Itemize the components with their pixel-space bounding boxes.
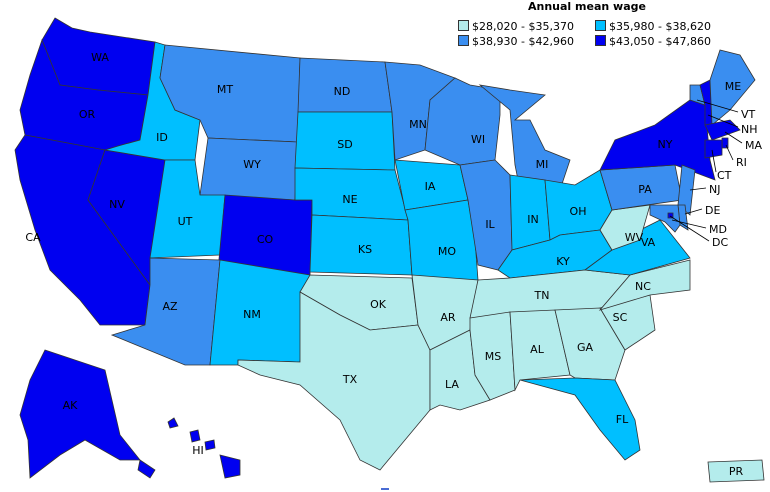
state-label-ct: CT	[717, 169, 732, 182]
state-label-ak: AK	[63, 399, 79, 412]
state-label-nh: NH	[741, 123, 758, 136]
state-label-co: CO	[257, 233, 274, 246]
legend-item-bin-4: $43,050 - $47,860	[595, 35, 711, 48]
state-label-ms: MS	[485, 350, 501, 363]
state-label-mt: MT	[217, 83, 233, 96]
state-label-sd: SD	[337, 138, 352, 151]
state-label-tx: TX	[342, 373, 358, 386]
state-label-tn: TN	[534, 289, 550, 302]
leader-line-nj	[689, 187, 707, 191]
state-mi[interactable]	[478, 84, 571, 191]
state-label-nc: NC	[635, 280, 651, 293]
leader-line-vt	[696, 99, 739, 113]
legend-label: $43,050 - $47,860	[609, 35, 711, 48]
state-label-md: MD	[709, 223, 727, 236]
state-label-vt: VT	[741, 108, 756, 121]
leader-lines	[669, 99, 743, 242]
state-label-ne: NE	[342, 193, 357, 206]
state-label-hi: HI	[192, 444, 204, 457]
legend-label: $38,930 - $42,960	[472, 35, 574, 48]
legend-swatch	[595, 35, 606, 46]
legend-title: Annual mean wage	[528, 0, 646, 13]
leader-line-ma	[724, 131, 743, 144]
state-label-nj: NJ	[709, 183, 720, 196]
legend-item-bin-3: $38,930 - $42,960	[458, 35, 574, 48]
state-label-pr: PR	[729, 465, 744, 478]
state-label-wa: WA	[91, 51, 109, 64]
state-nc[interactable]	[598, 259, 691, 311]
state-label-mn: MN	[409, 118, 427, 131]
state-wi[interactable]	[424, 77, 501, 166]
legend-item-bin-2: $35,980 - $38,620	[595, 20, 711, 33]
leader-line-dc	[669, 215, 710, 242]
state-ak[interactable]	[19, 349, 141, 479]
state-mo[interactable]	[404, 199, 479, 286]
state-label-ga: GA	[577, 341, 594, 354]
state-label-dc: DC	[712, 236, 728, 249]
state-fl[interactable]	[519, 377, 641, 461]
state-hi[interactable]	[204, 439, 216, 451]
state-label-az: AZ	[162, 300, 178, 313]
state-label-ny: NY	[658, 138, 673, 151]
state-label-ar: AR	[440, 311, 456, 324]
state-label-in: IN	[527, 213, 538, 226]
state-hi[interactable]	[189, 429, 201, 443]
state-hi[interactable]	[167, 417, 179, 429]
state-tx[interactable]	[237, 291, 431, 471]
state-al[interactable]	[509, 309, 571, 392]
leader-line-ct	[711, 149, 717, 173]
state-label-ia: IA	[425, 180, 436, 193]
states-layer	[14, 17, 765, 483]
state-label-ca: CA	[25, 231, 41, 244]
footnote-marker	[381, 488, 389, 490]
state-label-va: VA	[641, 236, 656, 249]
state-nj[interactable]	[677, 164, 696, 216]
state-ma[interactable]	[704, 119, 741, 141]
legend-swatch	[595, 20, 606, 31]
state-label-id: ID	[156, 131, 168, 144]
state-label-nv: NV	[109, 198, 125, 211]
state-label-nm: NM	[243, 308, 261, 321]
state-label-ut: UT	[178, 215, 193, 228]
leader-line-de	[684, 208, 703, 215]
state-label-ky: KY	[556, 255, 570, 268]
state-label-ks: KS	[358, 243, 372, 256]
legend-label: $28,020 - $35,370	[472, 20, 574, 33]
legend-swatch	[458, 35, 469, 46]
state-label-sc: SC	[613, 311, 628, 324]
leader-line-ri	[725, 144, 734, 161]
state-label-ma: MA	[745, 139, 762, 152]
legend-label: $35,980 - $38,620	[609, 20, 711, 33]
leader-line-nh	[707, 114, 739, 128]
state-ct[interactable]	[704, 139, 723, 159]
state-label-nd: ND	[334, 85, 351, 98]
state-label-de: DE	[705, 204, 720, 217]
state-label-mo: MO	[438, 245, 456, 258]
state-label-fl: FL	[616, 413, 629, 426]
legend-item-bin-1: $28,020 - $35,370	[458, 20, 574, 33]
state-hi[interactable]	[219, 454, 241, 479]
state-label-or: OR	[79, 108, 96, 121]
state-label-wv: WV	[625, 231, 644, 244]
state-label-al: AL	[530, 343, 545, 356]
state-md[interactable]	[649, 204, 681, 233]
state-label-il: IL	[485, 218, 495, 231]
state-label-wy: WY	[243, 158, 261, 171]
state-label-ri: RI	[736, 156, 747, 169]
legend-swatch	[458, 20, 469, 31]
state-label-la: LA	[445, 378, 459, 391]
state-label-pa: PA	[638, 183, 652, 196]
state-label-oh: OH	[570, 205, 587, 218]
state-label-mi: MI	[536, 158, 549, 171]
state-label-me: ME	[725, 80, 741, 93]
state-labels: WA OR CA NV ID MT WY UT CO AZ NM ND SD NE KS OK TX MN IA MO…	[25, 51, 762, 478]
state-ak[interactable]	[137, 459, 156, 479]
state-label-wi: WI	[471, 133, 485, 146]
state-label-ok: OK	[370, 298, 387, 311]
state-wv[interactable]	[599, 204, 651, 251]
state-pr[interactable]	[707, 459, 765, 483]
